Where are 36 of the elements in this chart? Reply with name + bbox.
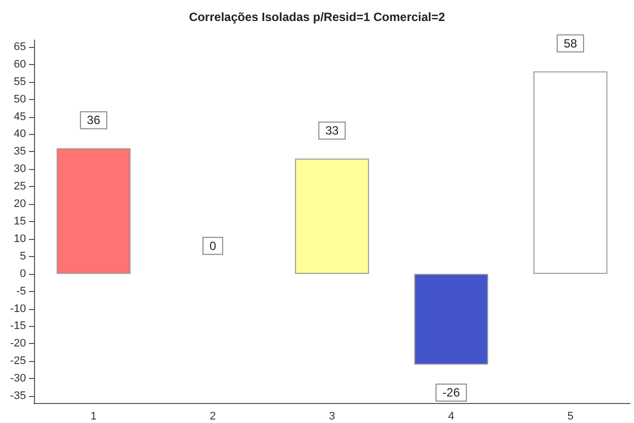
data-label: -26 <box>442 386 460 400</box>
y-tick-label: -30 <box>10 372 26 385</box>
y-tick-label: 0 <box>20 268 26 280</box>
y-tick-label: 5 <box>20 250 26 262</box>
bar <box>533 71 608 274</box>
y-tick-label: 40 <box>14 128 26 140</box>
y-tick-label: -5 <box>16 285 26 298</box>
y-tick-label: -35 <box>10 390 26 402</box>
y-tick-label: 65 <box>14 40 26 53</box>
y-tick-label: 35 <box>14 146 26 158</box>
y-tick-label: 20 <box>14 198 26 210</box>
y-tick-label: -15 <box>10 320 26 332</box>
x-tick-label: 3 <box>328 410 336 422</box>
x-tick-label: 5 <box>567 410 574 422</box>
y-tick-label: 55 <box>14 76 26 88</box>
y-tick-label: -25 <box>10 355 26 368</box>
x-tick-label: 1 <box>90 410 97 422</box>
x-tick-label: 2 <box>210 410 216 422</box>
data-label: 33 <box>325 124 339 138</box>
bar <box>414 274 488 365</box>
y-tick-label: 50 <box>14 93 26 106</box>
data-label: 58 <box>564 36 578 50</box>
data-label: 0 <box>209 238 216 253</box>
chart-title: Correlações Isoladas p/Resid=1 Comercial=2 <box>188 10 446 24</box>
y-tick-label: 45 <box>14 110 26 123</box>
y-tick-label: 30 <box>14 163 26 176</box>
x-tick-label: 4 <box>448 410 454 422</box>
data-label: 36 <box>86 113 101 128</box>
y-tick-label: 10 <box>14 232 26 245</box>
y-tick-label: -10 <box>10 302 26 315</box>
bar <box>295 158 369 274</box>
y-tick-label: 15 <box>14 216 26 228</box>
y-tick-label: -20 <box>10 338 26 350</box>
y-tick-label: 60 <box>14 58 26 70</box>
bar <box>56 148 131 274</box>
y-tick-label: 25 <box>14 180 26 193</box>
